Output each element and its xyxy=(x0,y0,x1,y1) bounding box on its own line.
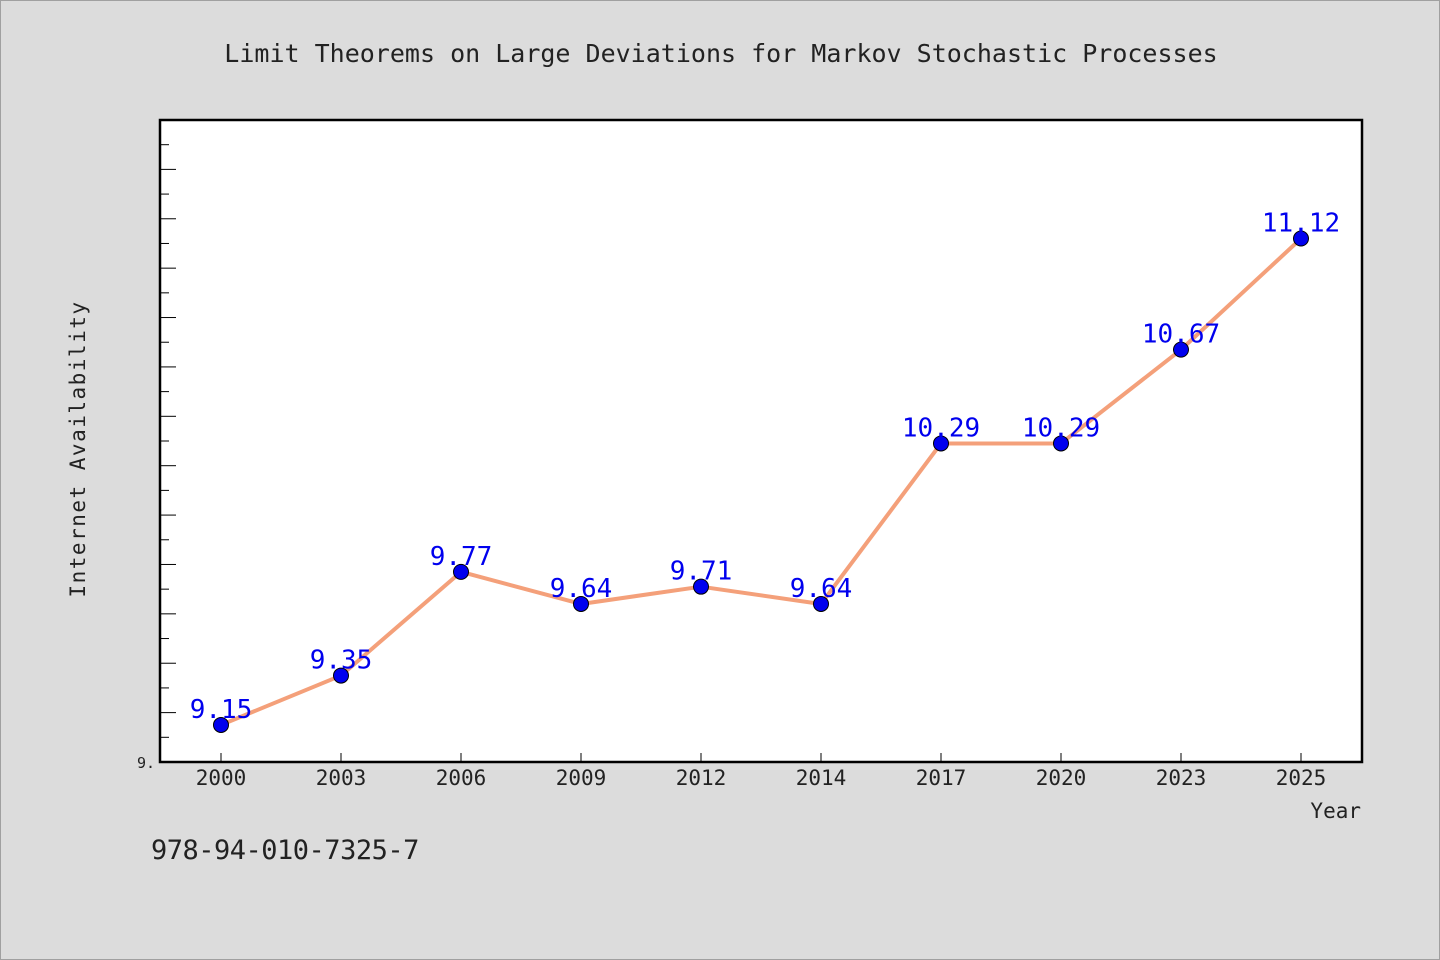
x-axis-label: Year xyxy=(1310,799,1361,823)
data-label: 9.77 xyxy=(430,542,493,572)
x-tick-label: 2012 xyxy=(676,766,727,790)
y-axis-label: Internet Availability xyxy=(66,300,90,597)
data-point xyxy=(333,667,349,684)
x-tick-label: 2009 xyxy=(556,766,607,790)
y-tick-label: 9. xyxy=(137,754,155,772)
data-label: 9.71 xyxy=(670,557,733,587)
data-point xyxy=(453,563,469,580)
x-tick-label: 2020 xyxy=(1036,766,1087,790)
x-tick-label: 2014 xyxy=(796,766,847,790)
data-label: 10.29 xyxy=(902,413,980,443)
x-tick-label: 2023 xyxy=(1156,766,1207,790)
series-group: 9.15 9.35 9.77 9.64 9.71 9.64 10.29 10.29 10.67 1… xyxy=(190,209,1340,733)
series-line xyxy=(219,236,1303,727)
plot-area xyxy=(158,118,1364,764)
data-point xyxy=(1293,230,1309,247)
data-label: 10.29 xyxy=(1022,413,1100,443)
data-label: 9.64 xyxy=(550,574,613,604)
x-tick-label: 2000 xyxy=(196,766,247,790)
data-point xyxy=(573,595,589,612)
data-point xyxy=(1053,435,1069,452)
x-tick-label: 2003 xyxy=(316,766,367,790)
x-tick-label: 2006 xyxy=(436,766,487,790)
x-tick-label: 2025 xyxy=(1276,766,1327,790)
x-tick-label: 2017 xyxy=(916,766,967,790)
x-axis-ticks: 2000 2003 2006 2009 2012 2014 2017 2020 2023 2025 xyxy=(196,753,1327,790)
data-label: 11.12 xyxy=(1262,209,1340,239)
data-point xyxy=(213,716,229,733)
y-axis-ticks xyxy=(160,119,176,763)
data-point xyxy=(693,578,709,595)
data-point xyxy=(813,595,829,612)
isbn-footer: 978-94-010-7325-7 xyxy=(151,835,419,866)
data-label: 9.35 xyxy=(310,646,373,676)
data-label: 9.64 xyxy=(790,574,853,604)
data-point xyxy=(933,435,949,452)
data-label: 10.67 xyxy=(1142,320,1220,350)
chart-title: Limit Theorems on Large Deviations for M… xyxy=(224,39,1217,68)
data-label: 9.15 xyxy=(190,695,253,725)
data-point xyxy=(1173,341,1189,358)
